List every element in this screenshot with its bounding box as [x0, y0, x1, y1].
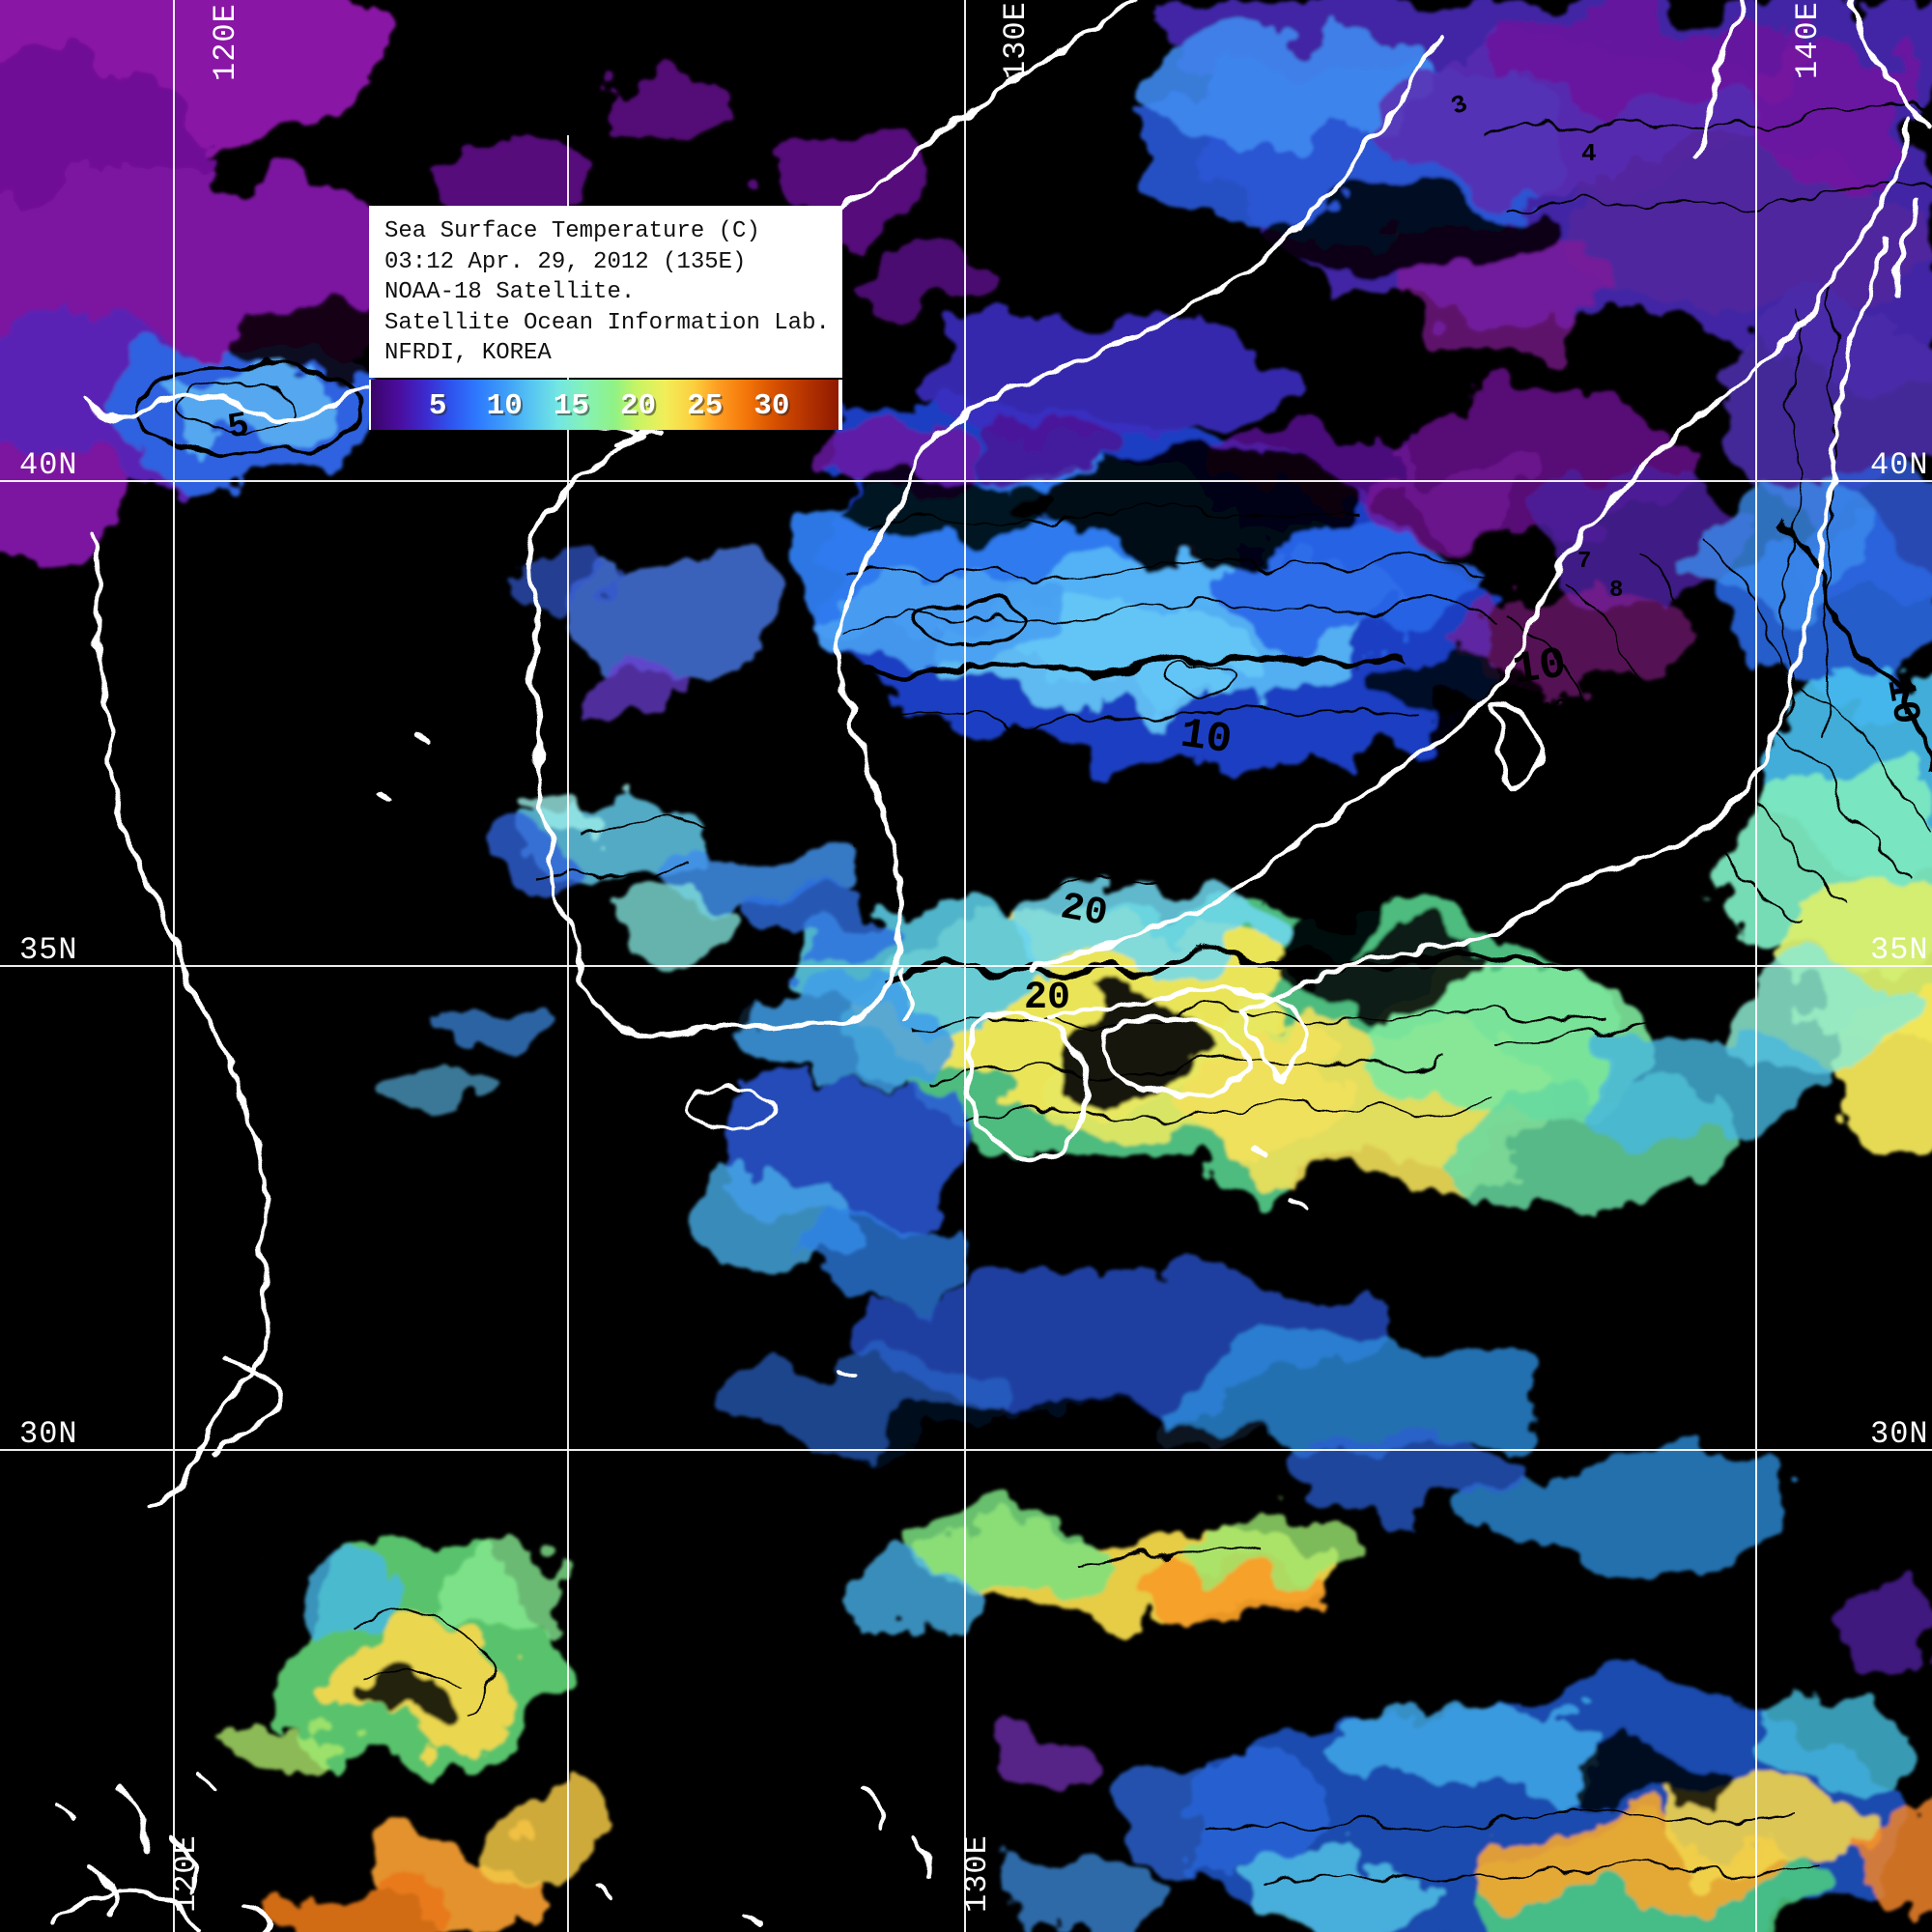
coastline-corner-sw — [55, 1889, 204, 1932]
coastline-shikoku — [1100, 1014, 1249, 1097]
colorbar-tick: 20 — [619, 388, 657, 423]
coastline-islands-sw1 — [111, 1786, 150, 1850]
coastline-china — [90, 534, 270, 1510]
colorbar-tick: 30 — [753, 388, 790, 423]
coastline-hokkaido-a — [1693, 0, 1746, 159]
coastline-islands-sw5 — [55, 1775, 217, 1821]
coastline-primorye-west — [795, 0, 1138, 250]
coastline-korea — [80, 384, 925, 1038]
legend-panel: Sea Surface Temperature (C) 03:12 Apr. 2… — [369, 206, 842, 430]
coastline-kyushu — [967, 1009, 1089, 1163]
colorbar-tick: 25 — [687, 388, 724, 423]
coastline-hokkaido-b — [1848, 0, 1932, 130]
coastline-honshu-north — [1027, 117, 1914, 973]
map-datetime: 03:12 Apr. 29, 2012 (135E) — [384, 248, 747, 275]
coastline-noto — [1491, 701, 1545, 795]
map-satellite: NOAA-18 Satellite. — [384, 279, 636, 305]
coastline-tsushima — [897, 965, 912, 1019]
coastlines — [55, 0, 1932, 1932]
coastline-primorye-east — [920, 34, 1444, 452]
coastline-okinawa3 — [594, 1883, 764, 1929]
title-box: Sea Surface Temperature (C) 03:12 Apr. 2… — [369, 206, 842, 378]
coastline-islands-sw4 — [239, 1902, 270, 1932]
coastline-okinawa1 — [859, 1780, 885, 1831]
coastline-hokkaido-c — [1895, 200, 1923, 300]
colorbar-tick: 5 — [428, 388, 447, 423]
map-lab: Satellite Ocean Information Lab. — [384, 309, 830, 336]
sst-contour-lines — [128, 104, 1932, 1885]
coastline-china-bay — [212, 1357, 282, 1456]
coastline-jeju — [684, 1088, 777, 1130]
colorbar-tick: 15 — [553, 388, 590, 423]
coastline-okinawa2 — [913, 1838, 933, 1881]
colorbar-tick: 10 — [486, 388, 523, 423]
coastline-small-isles — [376, 731, 1309, 1377]
coastline-honshu-south — [1048, 239, 1889, 1083]
coastline-islands-sw3 — [171, 1840, 199, 1896]
temperature-colorbar: 5 10 15 20 25 30 — [369, 379, 842, 430]
map-title: Sea Surface Temperature (C) — [384, 218, 760, 244]
map-org: NFRDI, KOREA — [384, 340, 552, 366]
coastline-islands-sw2 — [86, 1861, 119, 1918]
